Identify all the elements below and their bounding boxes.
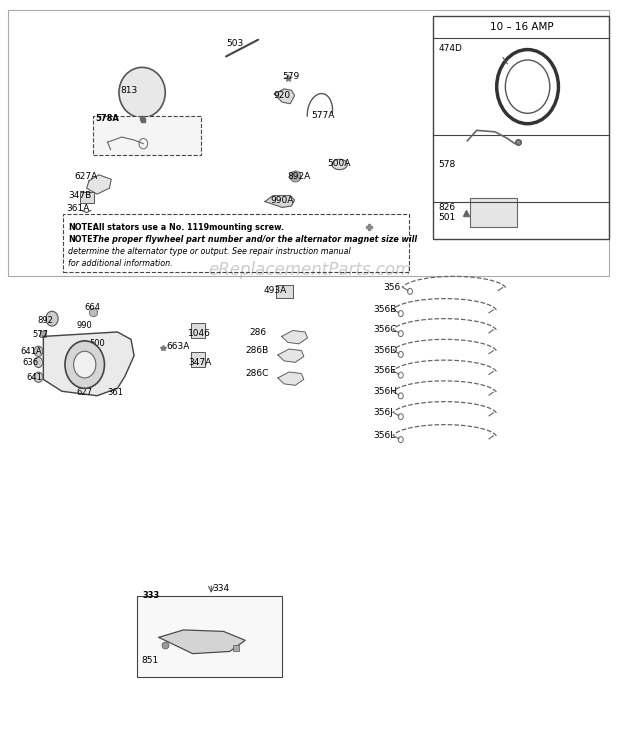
Text: 356L: 356L: [374, 431, 396, 440]
Bar: [137, 596, 282, 677]
Text: for additional information.: for additional information.: [68, 259, 173, 268]
Text: All stators use a No. 1119mounting screw.: All stators use a No. 1119mounting screw…: [91, 223, 285, 232]
Polygon shape: [281, 330, 308, 344]
Polygon shape: [43, 332, 134, 396]
Text: 333: 333: [142, 591, 159, 600]
Text: 474D: 474D: [438, 45, 463, 54]
Text: 334: 334: [213, 584, 229, 594]
Bar: [63, 214, 409, 272]
Bar: [81, 192, 94, 203]
Text: 636: 636: [22, 358, 38, 367]
Text: 361A: 361A: [66, 204, 89, 213]
Text: 347A: 347A: [188, 358, 211, 367]
Text: 347B: 347B: [68, 190, 91, 200]
Polygon shape: [159, 630, 245, 654]
Text: 578: 578: [438, 160, 456, 169]
Text: The proper flywheel part number and/or the alternator magnet size will: The proper flywheel part number and/or t…: [91, 235, 417, 244]
Text: 356D: 356D: [374, 346, 397, 355]
Polygon shape: [87, 175, 111, 194]
Text: 286C: 286C: [245, 370, 268, 379]
Ellipse shape: [119, 68, 166, 118]
Text: 851: 851: [141, 655, 158, 664]
Bar: [93, 115, 201, 155]
Bar: [7, 10, 609, 275]
Text: 10 – 16 AMP: 10 – 16 AMP: [490, 22, 553, 32]
Text: 356C: 356C: [374, 325, 397, 334]
Ellipse shape: [332, 159, 347, 170]
Text: eReplacementParts.com: eReplacementParts.com: [208, 260, 412, 279]
Text: 356J: 356J: [374, 408, 394, 417]
Text: 286: 286: [249, 328, 266, 337]
Text: 990: 990: [77, 321, 92, 330]
Text: 503: 503: [227, 39, 244, 48]
Text: 579: 579: [282, 72, 299, 81]
Polygon shape: [274, 89, 294, 103]
Bar: [192, 323, 205, 338]
Text: NOTE:: NOTE:: [68, 235, 96, 244]
Text: 990A: 990A: [270, 196, 294, 205]
Text: 493A: 493A: [263, 286, 286, 295]
Text: 577: 577: [32, 330, 48, 339]
Text: 577A: 577A: [311, 111, 335, 120]
Text: 920: 920: [273, 91, 291, 100]
Text: 1046: 1046: [188, 330, 211, 339]
Circle shape: [34, 346, 43, 356]
Bar: [471, 198, 516, 228]
Text: 892: 892: [37, 315, 53, 324]
Polygon shape: [278, 349, 304, 362]
Text: 663A: 663A: [167, 342, 190, 351]
Text: 578A: 578A: [95, 114, 119, 123]
Text: NOTE:: NOTE:: [68, 223, 96, 232]
Text: 892A: 892A: [288, 172, 311, 181]
Text: 826: 826: [438, 203, 456, 213]
Circle shape: [46, 311, 58, 326]
Circle shape: [74, 351, 96, 378]
Text: 356B: 356B: [374, 305, 397, 314]
Text: 356H: 356H: [374, 387, 397, 397]
Text: 627A: 627A: [74, 173, 97, 182]
Text: 627: 627: [77, 388, 92, 397]
Text: determine the alternator type or output. See repair instruction manual: determine the alternator type or output.…: [68, 247, 351, 256]
Bar: [192, 352, 205, 367]
Bar: [433, 16, 609, 239]
Text: 575: 575: [79, 368, 95, 376]
Text: 813: 813: [120, 86, 137, 94]
Bar: [276, 284, 293, 298]
Text: 500A: 500A: [327, 159, 351, 168]
Circle shape: [65, 341, 104, 388]
Text: 501: 501: [438, 213, 456, 222]
Text: 500: 500: [89, 339, 105, 348]
Text: 641: 641: [26, 373, 42, 382]
Text: 361: 361: [107, 388, 123, 397]
Polygon shape: [265, 196, 294, 208]
Polygon shape: [278, 372, 304, 385]
Circle shape: [34, 357, 43, 368]
Text: 356: 356: [383, 283, 400, 292]
Text: 641A: 641A: [20, 347, 42, 356]
Text: 286B: 286B: [245, 347, 268, 356]
Text: 356E: 356E: [374, 367, 396, 376]
Circle shape: [34, 372, 43, 382]
Text: 664: 664: [85, 303, 100, 312]
